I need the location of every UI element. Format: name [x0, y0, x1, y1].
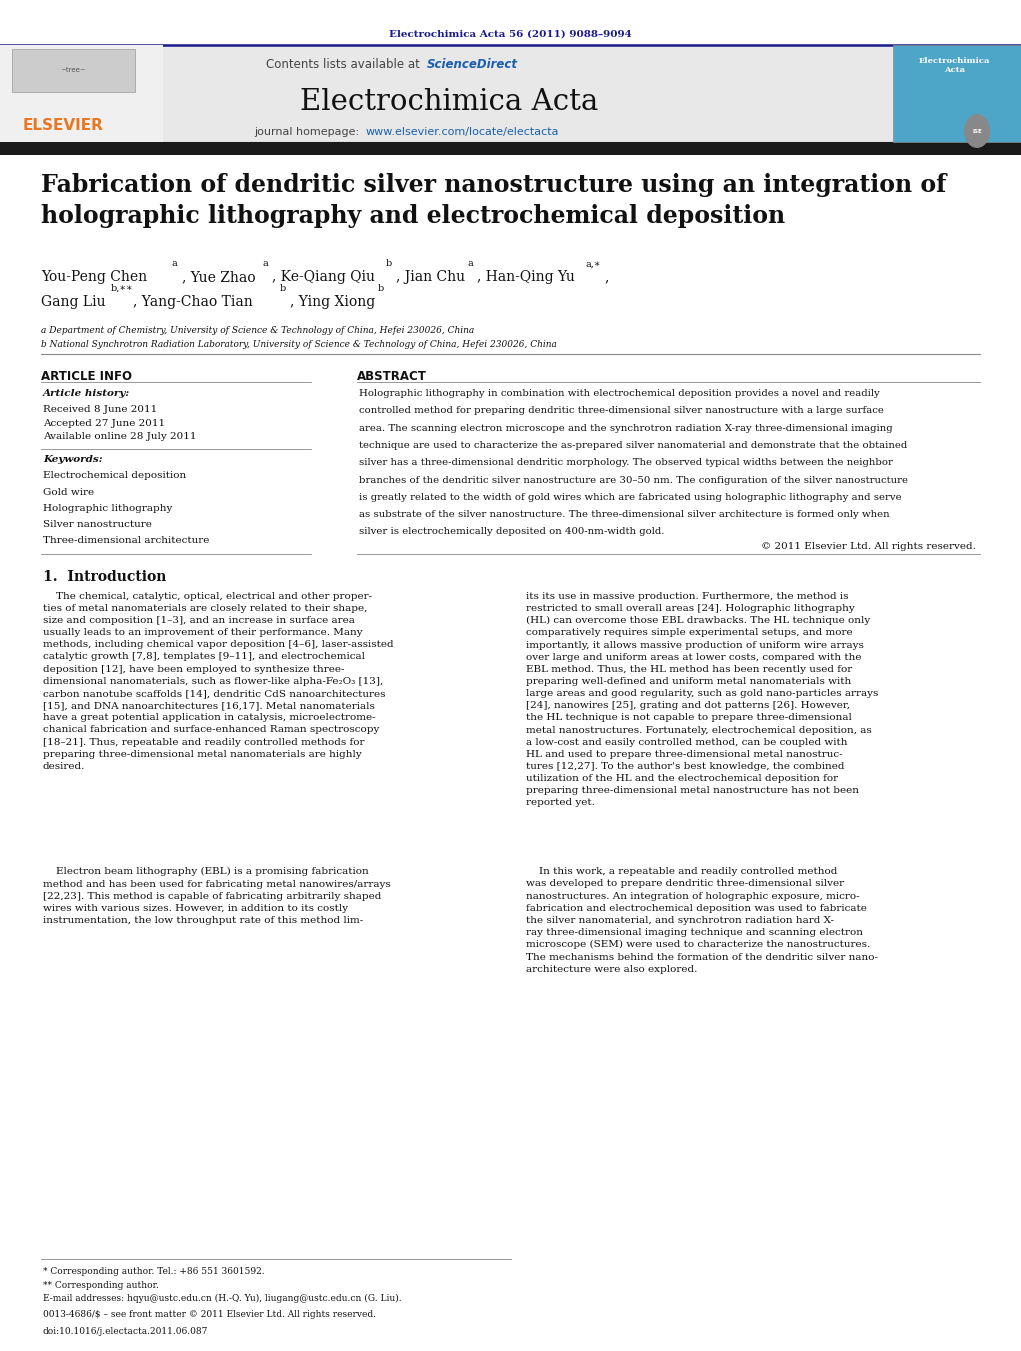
FancyBboxPatch shape: [893, 45, 1021, 142]
Text: * Corresponding author. Tel.: +86 551 3601592.: * Corresponding author. Tel.: +86 551 36…: [43, 1267, 264, 1277]
FancyBboxPatch shape: [0, 45, 1021, 142]
FancyBboxPatch shape: [0, 142, 1021, 155]
Text: You-Peng Chen: You-Peng Chen: [41, 270, 147, 284]
Text: technique are used to characterize the as-prepared silver nanomaterial and demon: technique are used to characterize the a…: [359, 440, 908, 450]
Text: Electrochimica Acta 56 (2011) 9088–9094: Electrochimica Acta 56 (2011) 9088–9094: [389, 30, 632, 39]
Text: a: a: [468, 259, 474, 269]
Text: 1.  Introduction: 1. Introduction: [43, 570, 166, 584]
Text: ABSTRACT: ABSTRACT: [357, 370, 427, 384]
Text: Electrochimica
Acta: Electrochimica Acta: [919, 57, 990, 74]
Text: Electron beam lithography (EBL) is a promising fabrication
method and has been u: Electron beam lithography (EBL) is a pro…: [43, 867, 391, 925]
Text: a: a: [262, 259, 269, 269]
Text: b: b: [378, 284, 384, 293]
Text: silver is electrochemically deposited on 400-nm-width gold.: silver is electrochemically deposited on…: [359, 527, 665, 536]
Text: as substrate of the silver nanostructure. The three-dimensional silver architect: as substrate of the silver nanostructure…: [359, 511, 890, 519]
Text: area. The scanning electron microscope and the synchrotron radiation X-ray three: area. The scanning electron microscope a…: [359, 424, 893, 432]
Text: Received 8 June 2011: Received 8 June 2011: [43, 405, 157, 415]
Text: ELSEVIER: ELSEVIER: [22, 118, 103, 132]
Text: www.elsevier.com/locate/electacta: www.elsevier.com/locate/electacta: [366, 127, 560, 136]
Text: In this work, a repeatable and readily controlled method
was developed to prepar: In this work, a repeatable and readily c…: [526, 867, 878, 974]
Text: ,: ,: [604, 270, 609, 284]
Text: b,∗∗: b,∗∗: [110, 284, 133, 293]
Text: , Han-Qing Yu: , Han-Qing Yu: [477, 270, 575, 284]
Text: Available online 28 July 2011: Available online 28 July 2011: [43, 432, 196, 442]
Text: Accepted 27 June 2011: Accepted 27 June 2011: [43, 419, 165, 428]
Text: Silver nanostructure: Silver nanostructure: [43, 520, 152, 530]
Text: doi:10.1016/j.electacta.2011.06.087: doi:10.1016/j.electacta.2011.06.087: [43, 1327, 208, 1336]
Text: Keywords:: Keywords:: [43, 455, 102, 465]
Text: b: b: [280, 284, 286, 293]
Circle shape: [965, 115, 989, 147]
Text: silver has a three-dimensional dendritic morphology. The observed typical widths: silver has a three-dimensional dendritic…: [359, 458, 893, 467]
FancyBboxPatch shape: [12, 49, 135, 92]
Text: ** Corresponding author.: ** Corresponding author.: [43, 1281, 158, 1290]
Text: ScienceDirect: ScienceDirect: [427, 58, 518, 72]
Text: ~tree~: ~tree~: [60, 68, 87, 73]
Text: branches of the dendritic silver nanostructure are 30–50 nm. The configuration o: branches of the dendritic silver nanostr…: [359, 476, 909, 485]
Text: , Ying Xiong: , Ying Xiong: [290, 295, 375, 308]
Text: E-mail addresses: hqyu@ustc.edu.cn (H.-Q. Yu), liugang@ustc.edu.cn (G. Liu).: E-mail addresses: hqyu@ustc.edu.cn (H.-Q…: [43, 1294, 401, 1304]
Text: Contents lists available at: Contents lists available at: [266, 58, 424, 72]
Text: Electrochimica Acta: Electrochimica Acta: [300, 88, 598, 116]
Text: Gold wire: Gold wire: [43, 488, 94, 497]
Text: , Jian Chu: , Jian Chu: [396, 270, 466, 284]
Text: , Yue Zhao: , Yue Zhao: [182, 270, 255, 284]
Text: Fabrication of dendritic silver nanostructure using an integration of
holographi: Fabrication of dendritic silver nanostru…: [41, 173, 946, 227]
Text: a Department of Chemistry, University of Science & Technology of China, Hefei 23: a Department of Chemistry, University of…: [41, 326, 474, 335]
Text: Holographic lithography in combination with electrochemical deposition provides : Holographic lithography in combination w…: [359, 389, 880, 399]
Text: Gang Liu: Gang Liu: [41, 295, 105, 308]
FancyBboxPatch shape: [0, 45, 163, 142]
Text: © 2011 Elsevier Ltd. All rights reserved.: © 2011 Elsevier Ltd. All rights reserved…: [762, 542, 976, 551]
Text: ARTICLE INFO: ARTICLE INFO: [41, 370, 132, 384]
Text: b National Synchrotron Radiation Laboratory, University of Science & Technology : b National Synchrotron Radiation Laborat…: [41, 340, 556, 350]
Text: , Ke-Qiang Qiu: , Ke-Qiang Qiu: [272, 270, 375, 284]
Text: a: a: [172, 259, 178, 269]
Text: Holographic lithography: Holographic lithography: [43, 504, 173, 513]
Text: its its use in massive production. Furthermore, the method is
restricted to smal: its its use in massive production. Furth…: [526, 592, 878, 808]
Text: Three-dimensional architecture: Three-dimensional architecture: [43, 536, 209, 546]
Text: Electrochemical deposition: Electrochemical deposition: [43, 471, 186, 481]
Text: controlled method for preparing dendritic three-dimensional silver nanostructure: controlled method for preparing dendriti…: [359, 407, 884, 415]
Text: b: b: [386, 259, 392, 269]
Text: ISE: ISE: [972, 128, 982, 134]
Text: journal homepage:: journal homepage:: [254, 127, 362, 136]
Text: a,∗: a,∗: [585, 259, 600, 269]
Text: is greatly related to the width of gold wires which are fabricated using hologra: is greatly related to the width of gold …: [359, 493, 902, 501]
Text: Article history:: Article history:: [43, 389, 130, 399]
Text: , Yang-Chao Tian: , Yang-Chao Tian: [133, 295, 252, 308]
Text: The chemical, catalytic, optical, electrical and other proper-
ties of metal nan: The chemical, catalytic, optical, electr…: [43, 592, 393, 771]
Text: 0013-4686/$ – see front matter © 2011 Elsevier Ltd. All rights reserved.: 0013-4686/$ – see front matter © 2011 El…: [43, 1310, 376, 1320]
